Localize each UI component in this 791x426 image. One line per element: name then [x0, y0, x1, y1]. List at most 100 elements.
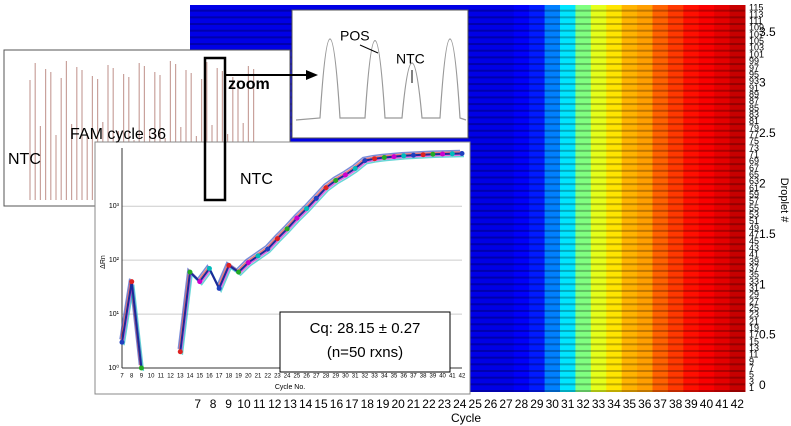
row-label: 105: [749, 36, 764, 46]
x-tick-label: 42: [731, 397, 745, 411]
amp-x-tick-label: 23: [274, 374, 281, 380]
heat-column: [698, 5, 715, 392]
amp-x-tick-label: 26: [303, 374, 310, 380]
row-label: 115: [749, 3, 763, 13]
x-tick-label: 26: [484, 397, 498, 411]
amp-x-tick-label: 12: [167, 374, 174, 380]
row-label: 61: [749, 183, 759, 193]
heat-column: [590, 5, 607, 392]
x-tick-label: 31: [561, 397, 575, 411]
row-label: 51: [749, 216, 759, 226]
x-tick-label: 10: [237, 397, 251, 411]
amp-x-tick-label: 25: [294, 374, 301, 380]
row-label: 89: [749, 89, 759, 99]
amp-x-tick-label: 24: [284, 374, 291, 380]
x-tick-label: 19: [376, 397, 390, 411]
amp-point: [381, 154, 387, 160]
heat-column: [606, 5, 623, 392]
amp-point: [294, 215, 300, 221]
amp-x-tick-label: 11: [158, 374, 165, 380]
row-label: 67: [749, 163, 759, 173]
scale-label: 3: [759, 76, 766, 90]
amp-point: [401, 153, 407, 159]
x-tick-label: 20: [391, 397, 405, 411]
row-label: 63: [749, 176, 759, 186]
amp-point: [236, 269, 242, 275]
row-label: 41: [749, 250, 759, 260]
row-label: 111: [749, 16, 763, 26]
x-tick-label: 15: [314, 397, 328, 411]
heat-column: [544, 5, 561, 392]
scale-label: 0: [759, 378, 766, 392]
heat-column: [652, 5, 669, 392]
amp-x-tick-label: 10: [148, 374, 155, 380]
amp-x-tick-label: 32: [362, 374, 369, 380]
amp-point: [333, 177, 339, 183]
amp-point: [410, 152, 416, 158]
amp-point: [284, 226, 290, 232]
row-label: 5: [749, 370, 754, 380]
amp-point: [313, 195, 319, 201]
row-label: 1: [749, 383, 754, 393]
x-tick-label: 17: [345, 397, 359, 411]
amp-point: [138, 365, 144, 371]
amp-x-tick-label: 38: [420, 374, 427, 380]
row-label: 65: [749, 170, 759, 180]
amp-point: [304, 206, 310, 212]
amp-x-tick-label: 36: [400, 374, 407, 380]
heat-column: [498, 5, 515, 392]
amp-x-tick-label: 37: [410, 374, 417, 380]
row-label: 95: [749, 69, 759, 79]
x-tick-label: 28: [515, 397, 529, 411]
row-label: 21: [749, 316, 759, 326]
amp-curve-shadow: [123, 155, 465, 372]
heat-column: [621, 5, 638, 392]
x-tick-label: 38: [669, 397, 683, 411]
heat-column: [575, 5, 592, 392]
row-label: 31: [749, 283, 759, 293]
x-tick-label: 7: [194, 397, 201, 411]
x-tick-label: 30: [546, 397, 560, 411]
row-label: 103: [749, 43, 764, 53]
row-label: 23: [749, 310, 759, 320]
amp-x-tick-label: 7: [120, 374, 124, 380]
amp-point: [372, 156, 378, 162]
row-label: 73: [749, 143, 759, 153]
row-label: 17: [749, 330, 759, 340]
row-label: 3: [749, 376, 754, 386]
zoom-frame: [291, 9, 469, 139]
x-tick-label: 14: [299, 397, 313, 411]
heat-column: [729, 5, 746, 392]
fam-title: FAM cycle 36: [70, 126, 166, 143]
x-tick-label: 33: [592, 397, 606, 411]
row-label: 45: [749, 236, 759, 246]
amp-point: [342, 172, 348, 178]
amp-point: [245, 260, 251, 266]
zoom-arrowhead: [306, 70, 318, 80]
x-tick-label: 32: [576, 397, 590, 411]
amp-x-tick-label: 29: [332, 374, 339, 380]
row-label: 79: [749, 123, 759, 133]
scale-label: 0.5: [759, 328, 776, 342]
amp-point: [177, 349, 183, 355]
row-label: 49: [749, 223, 759, 233]
row-label: 35: [749, 270, 759, 280]
amp-point: [274, 236, 280, 242]
heat-column: [513, 5, 530, 392]
row-label: 113: [749, 9, 763, 19]
heat-column: [529, 5, 546, 392]
amp-x-tick-label: 27: [313, 374, 320, 380]
zoom-box: [203, 56, 227, 202]
amp-x-tick-label: 21: [255, 374, 262, 380]
heat-column: [482, 5, 499, 392]
x-tick-label: 11: [253, 397, 266, 411]
row-label: 27: [749, 296, 759, 306]
x-tick-label: 23: [438, 397, 452, 411]
y-tick-label: 10¹: [109, 311, 120, 318]
row-label: 9: [749, 356, 754, 366]
amp-x-tick-label: 33: [371, 374, 378, 380]
y-tick-label: 10³: [109, 203, 120, 210]
amp-point: [265, 246, 271, 252]
x-tick-label: 36: [638, 397, 652, 411]
amp-point: [420, 152, 426, 158]
